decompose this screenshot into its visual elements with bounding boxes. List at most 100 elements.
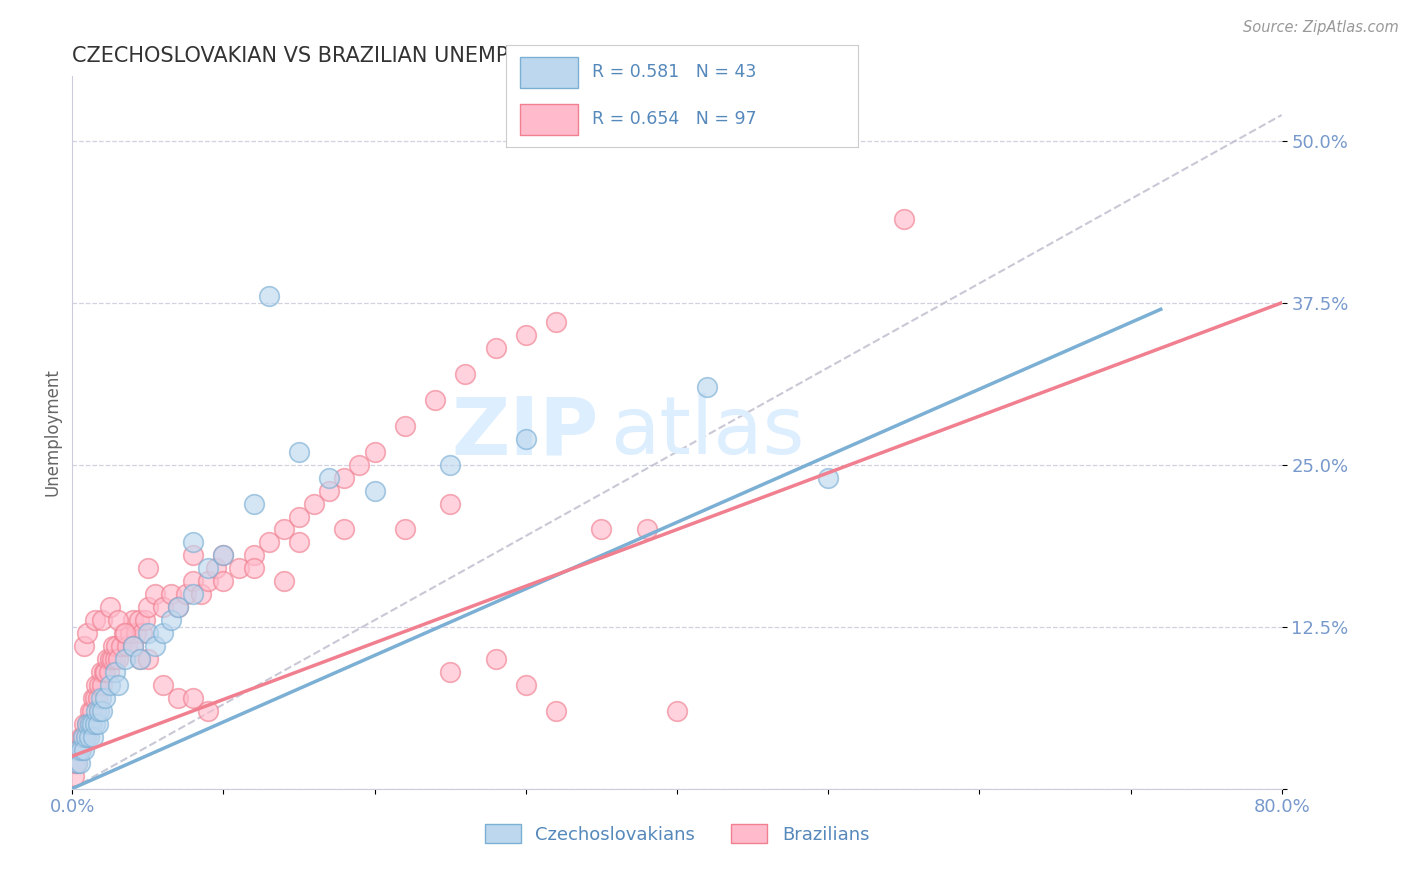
Point <box>100 652 122 666</box>
Point <box>205 561 228 575</box>
Point <box>363 483 385 498</box>
Point <box>484 652 506 666</box>
Point <box>636 523 658 537</box>
Text: CZECHOSLOVAKIAN VS BRAZILIAN UNEMPLOYMENT CORRELATION CHART: CZECHOSLOVAKIAN VS BRAZILIAN UNEMPLOYMEN… <box>72 46 838 66</box>
Point <box>89 678 111 692</box>
Point <box>167 690 190 705</box>
Point <box>84 613 107 627</box>
Point <box>515 678 537 692</box>
Text: ZIP: ZIP <box>451 393 599 471</box>
Point <box>129 652 152 666</box>
Point <box>257 289 280 303</box>
Point <box>98 600 121 615</box>
Point <box>118 626 141 640</box>
Point <box>439 497 461 511</box>
Point <box>181 690 204 705</box>
Point <box>181 587 204 601</box>
Point <box>84 716 107 731</box>
Point <box>129 652 152 666</box>
Point <box>103 652 125 666</box>
Point <box>121 639 143 653</box>
Point <box>394 523 416 537</box>
Point <box>73 639 96 653</box>
Point <box>75 730 97 744</box>
Point <box>174 587 197 601</box>
Text: R = 0.581   N = 43: R = 0.581 N = 43 <box>592 63 756 81</box>
Point <box>73 742 96 756</box>
Point <box>91 678 114 692</box>
Point <box>96 652 118 666</box>
Point <box>696 380 718 394</box>
Point <box>665 704 688 718</box>
Point <box>333 523 356 537</box>
Point <box>69 756 91 770</box>
Point <box>67 742 90 756</box>
Point <box>302 497 325 511</box>
Point <box>110 639 132 653</box>
Point <box>91 613 114 627</box>
Point <box>893 211 915 226</box>
Point <box>87 690 110 705</box>
Point <box>82 690 104 705</box>
Point <box>349 458 371 472</box>
Point <box>197 561 219 575</box>
Point <box>79 704 101 718</box>
Point <box>591 523 613 537</box>
Point <box>423 392 446 407</box>
Text: R = 0.654   N = 97: R = 0.654 N = 97 <box>592 111 756 128</box>
Point <box>190 587 212 601</box>
Point <box>77 730 100 744</box>
Point <box>152 626 174 640</box>
Point <box>70 742 93 756</box>
Point <box>80 716 103 731</box>
Point <box>181 574 204 589</box>
Point <box>197 574 219 589</box>
Point <box>98 678 121 692</box>
Point <box>105 639 128 653</box>
Point <box>145 587 167 601</box>
Point <box>136 652 159 666</box>
Point <box>439 458 461 472</box>
Point <box>90 665 112 679</box>
Point <box>273 574 295 589</box>
FancyBboxPatch shape <box>520 104 578 135</box>
Point <box>273 523 295 537</box>
Point <box>76 716 98 731</box>
Point <box>318 470 340 484</box>
Point <box>454 367 477 381</box>
Point <box>94 690 117 705</box>
Point <box>257 535 280 549</box>
Point <box>66 756 89 770</box>
Point <box>98 652 121 666</box>
Point <box>72 730 94 744</box>
Point <box>212 574 235 589</box>
FancyBboxPatch shape <box>520 57 578 87</box>
Point <box>86 704 108 718</box>
Legend: Czechoslovakians, Brazilians: Czechoslovakians, Brazilians <box>485 824 869 844</box>
Point <box>125 626 148 640</box>
Point <box>134 613 156 627</box>
Point <box>242 549 264 563</box>
Point <box>159 587 181 601</box>
Text: Source: ZipAtlas.com: Source: ZipAtlas.com <box>1243 20 1399 35</box>
Point <box>242 561 264 575</box>
Point <box>114 652 136 666</box>
Point <box>115 639 138 653</box>
Point <box>181 549 204 563</box>
Point <box>79 716 101 731</box>
Point <box>167 600 190 615</box>
Point <box>86 678 108 692</box>
Point <box>107 652 129 666</box>
Point <box>136 626 159 640</box>
Point <box>94 665 117 679</box>
Point <box>152 600 174 615</box>
Point <box>89 704 111 718</box>
Point <box>212 549 235 563</box>
Point <box>72 730 94 744</box>
Point <box>97 665 120 679</box>
Point <box>73 716 96 731</box>
Point <box>131 626 153 640</box>
Point <box>484 341 506 355</box>
Point <box>515 432 537 446</box>
Point <box>107 678 129 692</box>
